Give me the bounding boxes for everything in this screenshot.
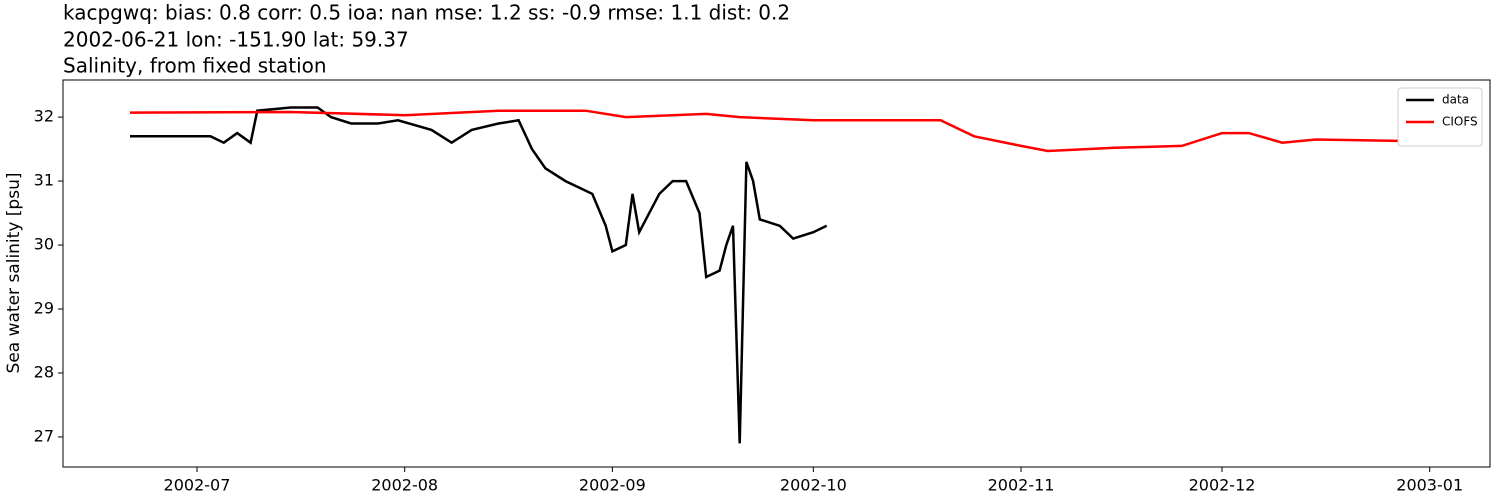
legend-box [1397,87,1483,147]
x-tick-label: 2002-07 [164,476,231,495]
y-tick-label: 29 [34,299,54,318]
chart-subtitle: 2002-06-21 lon: -151.90 lat: 59.37 [63,28,409,52]
y-tick-label: 30 [34,235,54,254]
y-axis-label: Sea water salinity [psu] [4,173,24,374]
y-tick-label: 31 [34,171,54,190]
series-line [129,109,1430,153]
x-tick-label: 2002-10 [780,476,847,495]
x-tick-label: 2002-12 [1189,476,1256,495]
legend-label: data [1442,93,1469,107]
plot-frame [62,79,1491,468]
series-line [130,106,828,444]
x-tick-label: 2002-11 [988,476,1055,495]
y-tick-label: 32 [34,107,54,126]
y-tick-label: 28 [34,362,54,381]
legend-label: CIOFS [1442,115,1478,129]
x-tick-label: 2002-08 [371,476,438,495]
y-tick-label: 27 [34,426,54,445]
chart-title: kacpgwq: bias: 0.8 corr: 0.5 ioa: nan ms… [63,1,790,25]
x-tick-label: 2002-09 [579,476,646,495]
chart-subtitle: Salinity, from fixed station [63,54,327,78]
x-tick-label: 2003-01 [1396,476,1463,495]
